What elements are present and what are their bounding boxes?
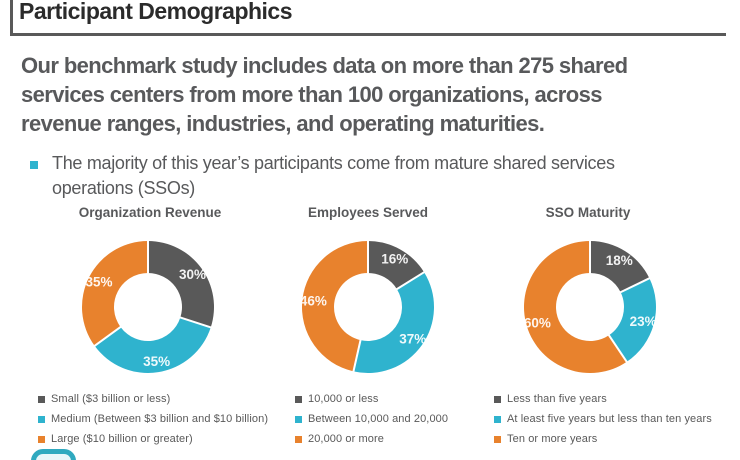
donut-chart-organization-revenue: 30% 35% 35%	[82, 240, 214, 373]
logo-partial-icon	[31, 449, 76, 460]
legend-swatch-icon	[494, 435, 501, 443]
headline: Our benchmark study includes data on mor…	[21, 51, 628, 138]
chart-title-organization-revenue: Organization Revenue	[78, 205, 222, 220]
bullet-line-1: The majority of this year’s participants…	[52, 153, 615, 173]
donut-slice	[524, 241, 627, 373]
legend-swatch-icon	[494, 415, 501, 423]
legend-swatch-icon	[38, 415, 45, 423]
legend-label: Between 10,000 and 20,000	[308, 413, 449, 425]
legend-item: Between 10,000 and 20,000	[295, 413, 448, 425]
legend-swatch-icon	[38, 395, 45, 403]
slice-value-label: 60%	[524, 316, 551, 331]
page-title: Participant Demographics	[19, 0, 293, 24]
legend-label: At least five years but less than ten ye…	[507, 413, 712, 425]
slice-separator	[179, 316, 213, 329]
legend-item: Small ($3 billion or less)	[38, 393, 268, 405]
headline-line-3: revenue ranges, industries, and operatin…	[21, 111, 545, 136]
slice-value-label: 18%	[606, 253, 633, 268]
slice-value-label: 37%	[399, 331, 426, 346]
legend-label: 10,000 or less	[308, 393, 379, 405]
legend-item: Less than five years	[494, 393, 712, 405]
title-left-rule	[10, 0, 13, 36]
legend-label: Large ($10 billion or greater)	[51, 433, 193, 445]
legend-item: Medium (Between $3 billion and $10 billi…	[38, 413, 268, 425]
bullet-line-2: operations (SSOs)	[52, 178, 195, 198]
headline-line-2: services centers from more than 100 orga…	[21, 82, 602, 107]
bullet-square-icon	[30, 161, 38, 169]
donut-slice	[94, 317, 211, 373]
slice-value-label: 35%	[85, 275, 112, 290]
slice-separator	[93, 325, 122, 348]
slice-value-label: 16%	[381, 251, 408, 266]
legend-organization-revenue: Small ($3 billion or less) Medium (Betwe…	[38, 393, 268, 453]
legend-swatch-icon	[295, 415, 302, 423]
donut-slice	[148, 241, 214, 328]
legend-swatch-icon	[295, 435, 302, 443]
slice-separator	[395, 270, 426, 291]
chart-title-sso-maturity: SSO Maturity	[545, 205, 631, 220]
donut-slice	[353, 272, 434, 373]
donut-chart-employees-served: 16% 37% 46%	[300, 240, 434, 373]
legend-label: 20,000 or more	[308, 433, 384, 445]
legend-item: Ten or more years	[494, 433, 712, 445]
legend-swatch-icon	[494, 395, 501, 403]
headline-line-1: Our benchmark study includes data on mor…	[21, 53, 628, 78]
slice-value-label: 35%	[143, 354, 170, 369]
slice-separator	[607, 333, 629, 364]
slice-value-label: 46%	[300, 293, 327, 308]
slice-separator	[619, 276, 651, 294]
slice-value-label: 23%	[630, 314, 657, 329]
legend-swatch-icon	[38, 435, 45, 443]
legend-item: 20,000 or more	[295, 433, 448, 445]
bullet-text: The majority of this year’s participants…	[52, 151, 615, 201]
donut-slice	[590, 241, 650, 293]
slice-value-label: 30%	[179, 267, 206, 282]
legend-label: Small ($3 billion or less)	[51, 393, 171, 405]
donut-slice	[82, 241, 148, 346]
donut-chart-sso-maturity: 18% 23% 60%	[524, 240, 657, 373]
donut-slice	[608, 278, 656, 362]
legend-employees-served: 10,000 or less Between 10,000 and 20,000…	[295, 393, 448, 453]
title-underline	[10, 33, 726, 36]
chart-title-employees-served: Employees Served	[307, 205, 429, 220]
legend-sso-maturity: Less than five years At least five years…	[494, 393, 712, 453]
donut-slice	[301, 241, 368, 372]
slice-separator	[352, 338, 362, 373]
legend-item: 10,000 or less	[295, 393, 448, 405]
legend-label: Medium (Between $3 billion and $10 billi…	[51, 413, 269, 425]
legend-item: Large ($10 billion or greater)	[38, 433, 268, 445]
legend-item: At least five years but less than ten ye…	[494, 413, 712, 425]
legend-label: Ten or more years	[507, 433, 598, 445]
donut-slice	[368, 241, 425, 290]
legend-label: Less than five years	[507, 393, 607, 405]
legend-swatch-icon	[295, 395, 302, 403]
